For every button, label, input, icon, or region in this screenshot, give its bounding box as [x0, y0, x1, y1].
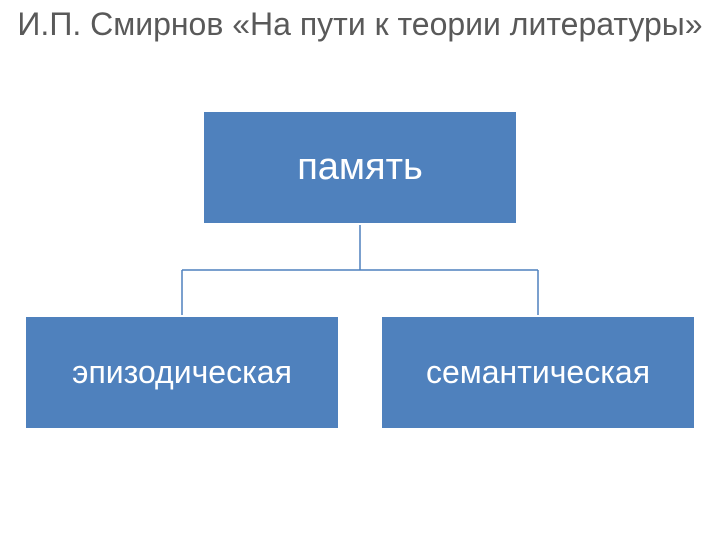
- tree-root-node: память: [202, 110, 518, 225]
- tree-leaf-label: эпизодическая: [72, 355, 292, 390]
- connector-lines: [0, 0, 720, 540]
- tree-leaf-label: семантическая: [426, 355, 650, 390]
- tree-root-label: память: [297, 146, 423, 189]
- tree-leaf-node: семантическая: [380, 315, 696, 430]
- tree-leaf-node: эпизодическая: [24, 315, 340, 430]
- slide: И.П. Смирнов «На пути к теории литератур…: [0, 0, 720, 540]
